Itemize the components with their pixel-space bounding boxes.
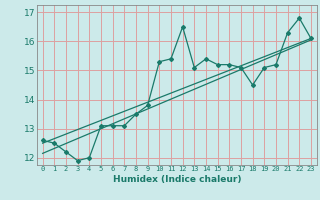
- X-axis label: Humidex (Indice chaleur): Humidex (Indice chaleur): [113, 175, 241, 184]
